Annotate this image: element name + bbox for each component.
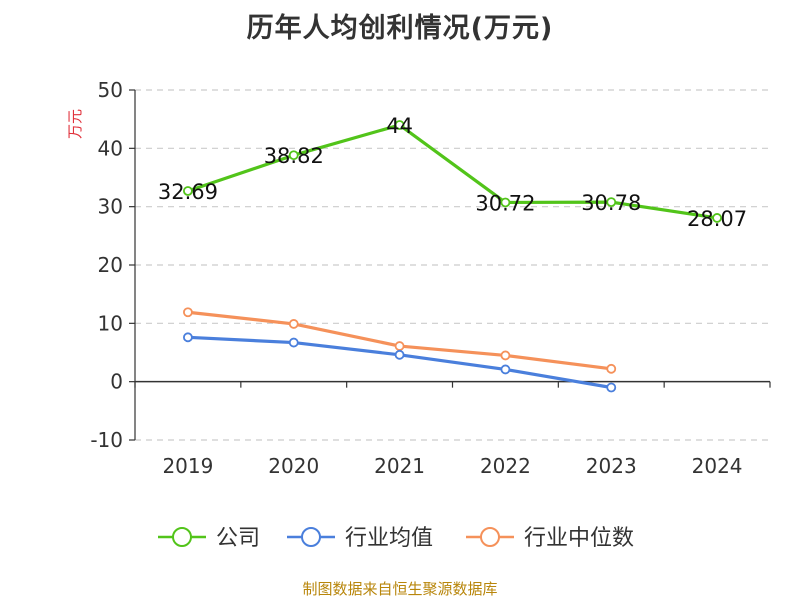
- data-point: [184, 308, 192, 316]
- legend: 公司 行业均值 行业中位数: [158, 526, 634, 551]
- y-tick-label: 30: [98, 195, 123, 219]
- data-point: [607, 365, 615, 373]
- data-point: [501, 365, 509, 373]
- data-label: 38.82: [264, 144, 324, 168]
- data-point: [184, 333, 192, 341]
- legend-label: 公司: [216, 526, 260, 551]
- legend-swatch-marker: [481, 528, 499, 546]
- y-tick-label: 40: [98, 136, 123, 160]
- data-point: [290, 320, 298, 328]
- y-tick-label: 50: [98, 78, 123, 102]
- x-tick-label: 2022: [480, 454, 531, 478]
- x-tick-label: 2020: [268, 454, 319, 478]
- data-point: [607, 384, 615, 392]
- legend-label: 行业中位数: [524, 526, 634, 551]
- x-tick-label: 2019: [162, 454, 213, 478]
- data-label: 30.78: [581, 191, 641, 215]
- y-tick-label: 20: [98, 253, 123, 277]
- x-tick-label: 2021: [374, 454, 425, 478]
- data-point: [501, 351, 509, 359]
- y-tick-label: 0: [110, 370, 123, 394]
- data-label: 32.69: [158, 180, 218, 204]
- data-source-note: 制图数据来自恒生聚源数据库: [0, 578, 800, 599]
- data-point: [396, 342, 404, 350]
- y-axis-label: 万元: [66, 109, 84, 139]
- y-tick-label: -10: [90, 428, 123, 452]
- data-label: 44: [386, 114, 413, 138]
- data-label: 28.07: [687, 207, 747, 231]
- legend-swatch-marker: [302, 528, 320, 546]
- data-point: [290, 339, 298, 347]
- x-tick-label: 2024: [692, 454, 743, 478]
- legend-label: 行业均值: [345, 526, 433, 551]
- legend-swatch-marker: [173, 528, 191, 546]
- data-point: [396, 351, 404, 359]
- x-tick-label: 2023: [586, 454, 637, 478]
- y-tick-label: 10: [98, 311, 123, 335]
- data-label: 30.72: [475, 191, 535, 215]
